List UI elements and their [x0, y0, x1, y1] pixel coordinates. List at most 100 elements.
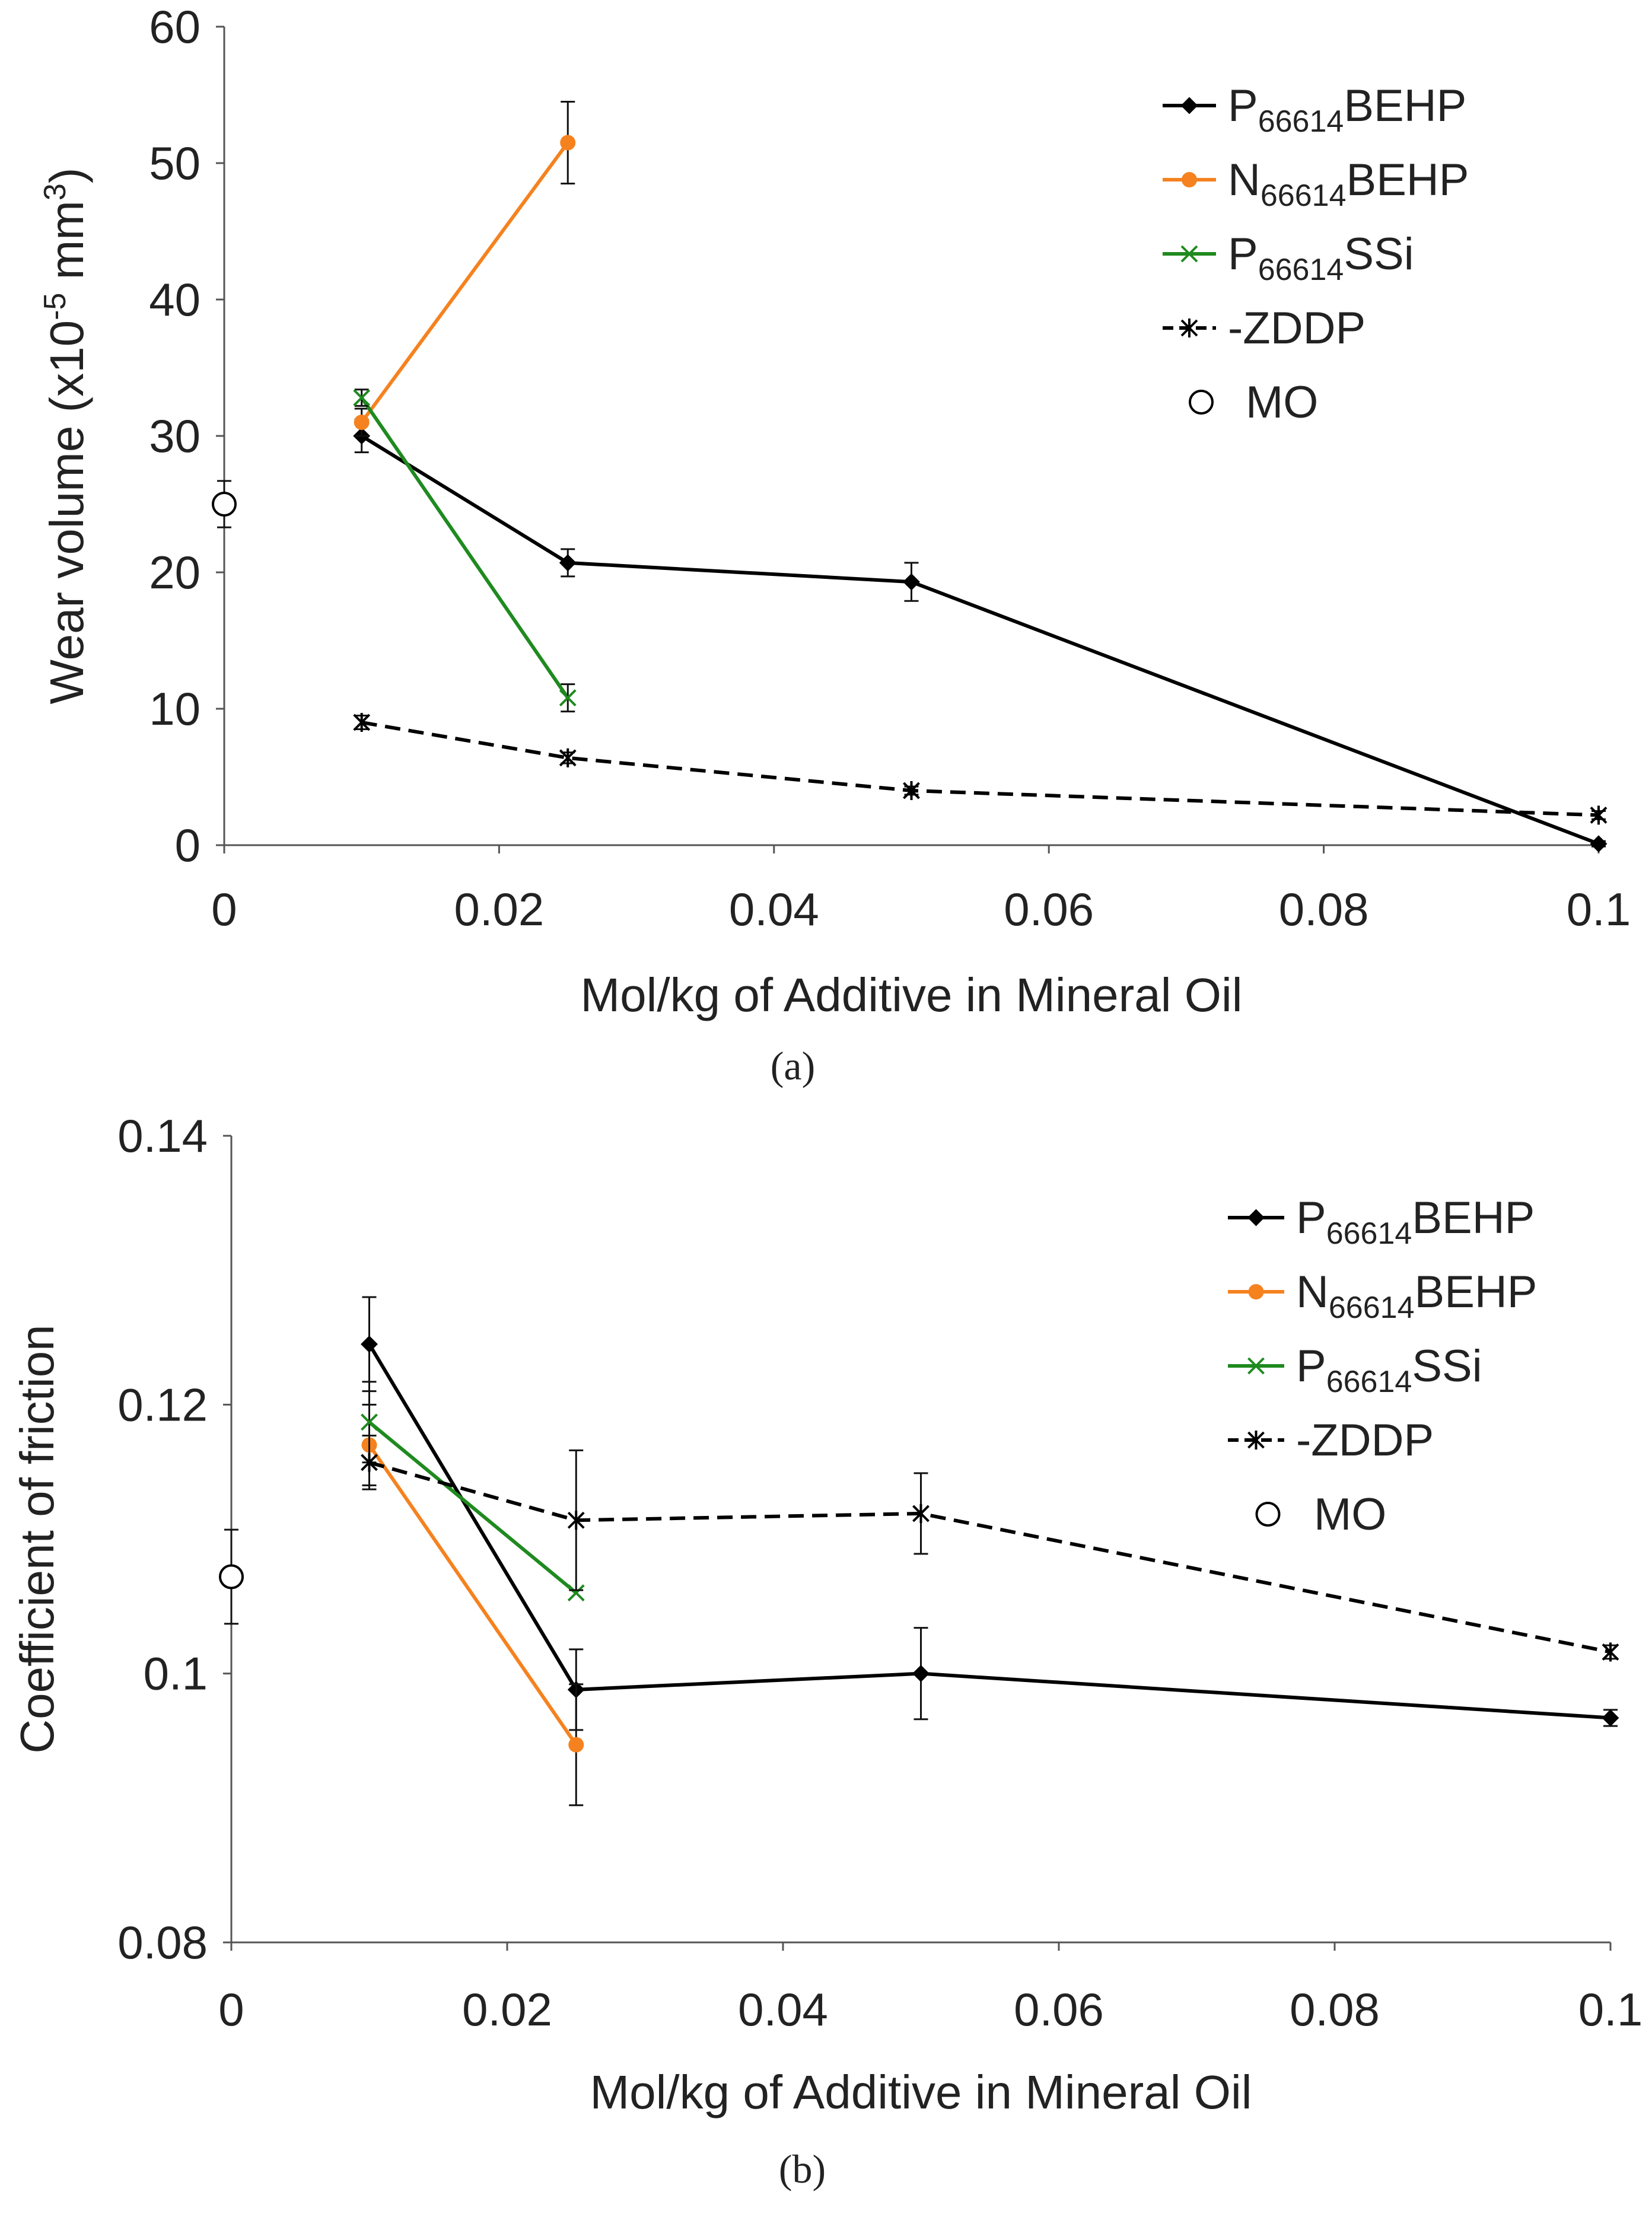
legend-label: P66614BEHP [1228, 81, 1466, 139]
data-point-n66614behp [560, 135, 576, 151]
panel-label: (b) [779, 2146, 826, 2191]
x-tick-label: 0.06 [1004, 883, 1094, 935]
legend-label: P66614BEHP [1296, 1193, 1535, 1251]
series-line-p66614behp [361, 434, 1600, 846]
legend-label: -ZDDP [1296, 1415, 1434, 1466]
x-tick-label: 0.08 [1290, 1983, 1380, 2036]
data-point-p66614behp [1590, 835, 1608, 853]
x-tick-label: 0.1 [1578, 1983, 1643, 2036]
y-tick-label: 10 [149, 683, 200, 735]
legend-label: P66614SSi [1296, 1341, 1482, 1399]
y-axis-title: Coefficient of friction [11, 1324, 63, 1753]
data-point-zddp [912, 1504, 930, 1523]
x-tick-label: 0.04 [729, 883, 819, 935]
series-n66614behp [361, 1403, 584, 1807]
legend-marker [1180, 245, 1198, 263]
legend-marker [1189, 390, 1214, 415]
y-tick-label: 50 [149, 137, 200, 189]
y-tick-label: 0.12 [117, 1378, 208, 1431]
data-point-p66614behp [903, 573, 920, 591]
x-tick-label: 0.08 [1279, 883, 1369, 935]
x-tick-label: 0 [211, 883, 237, 935]
legend-item-zddp: -ZDDP [1228, 1415, 1434, 1466]
legend-item-p66614behp: P66614BEHP [1228, 1193, 1535, 1251]
panel-label: (a) [771, 1043, 815, 1088]
y-tick-label: 0.08 [117, 1916, 208, 1968]
series-zddp [361, 1434, 1619, 1662]
legend-marker [1182, 172, 1197, 187]
x-tick-label: 0 [218, 1983, 244, 2036]
data-point-p66614ssi [361, 1413, 378, 1431]
y-tick-label: 0.1 [144, 1648, 208, 1700]
legend-marker [1247, 1431, 1265, 1450]
x-tick-label: 0.06 [1014, 1983, 1104, 2036]
x-tick-label: 0.1 [1567, 883, 1631, 935]
legend-label: N66614BEHP [1228, 155, 1469, 213]
data-point-mo [219, 1564, 244, 1590]
legend-label: -ZDDP [1228, 303, 1365, 353]
data-point-n66614behp [354, 415, 370, 430]
x-tick-label: 0.04 [738, 1983, 828, 2036]
legend-item-p66614ssi: P66614SSi [1228, 1341, 1482, 1399]
data-point-p66614ssi [559, 689, 577, 707]
x-axis-title: Mol/kg of Additive in Mineral Oil [580, 969, 1242, 1021]
legend-label: MO [1314, 1489, 1386, 1540]
legend-marker [1255, 1502, 1281, 1527]
data-point-p66614ssi [353, 389, 371, 407]
series-line-n66614behp [360, 141, 569, 423]
data-point-zddp [1590, 805, 1608, 825]
x-tick-label: 0.02 [454, 883, 544, 935]
legend: P66614BEHP N66614BEHP P66614SSi -ZDDP MO [1163, 81, 1469, 428]
data-point-zddp [353, 713, 371, 732]
y-tick-label: 40 [149, 273, 200, 326]
series-p66614ssi [353, 388, 577, 713]
data-point-p66614behp [361, 1335, 378, 1353]
chart-panel-a: 0 10 20 30 40 50 60 0 0.02 0.04 0.06 0.08 0.1 Mol/kg … [38, 1, 1631, 1088]
legend-label: N66614BEHP [1296, 1267, 1537, 1325]
legend-label: MO [1246, 377, 1318, 428]
data-point-mo [212, 492, 237, 517]
chart-panel-b: 0.08 0.1 0.12 0.14 0 0.02 0.04 0.06 0.08 0.1 Mol/k… [11, 1110, 1643, 2191]
y-tick-label: 0 [175, 819, 200, 871]
series-zddp [353, 713, 1608, 825]
y-tick-label: 60 [149, 1, 200, 53]
legend-marker [1247, 1357, 1265, 1375]
legend-item-p66614behp: P66614BEHP [1163, 81, 1466, 139]
y-tick-label: 0.14 [117, 1110, 208, 1162]
legend-item-n66614behp: N66614BEHP [1228, 1267, 1537, 1325]
data-point-zddp [559, 748, 577, 767]
data-point-zddp [1602, 1642, 1619, 1662]
legend-item-mo: MO [1189, 377, 1318, 428]
series-line-p66614ssi [360, 396, 569, 699]
x-tick-label: 0.02 [462, 1983, 552, 2036]
series-line-n66614behp [368, 1444, 578, 1746]
legend-marker [1180, 97, 1198, 114]
series-line-p66614behp [367, 1343, 1611, 1720]
data-point-p66614behp [1602, 1709, 1619, 1727]
series-line-p66614ssi [368, 1420, 578, 1594]
legend-item-n66614behp: N66614BEHP [1163, 155, 1469, 213]
legend-item-zddp: -ZDDP [1163, 303, 1365, 353]
series-line-zddp [368, 1460, 1611, 1654]
series-n66614behp [354, 101, 576, 437]
data-point-p66614behp [559, 554, 577, 572]
y-tick-label: 30 [149, 410, 200, 462]
series-mo [219, 1528, 244, 1625]
data-point-p66614ssi [567, 1584, 585, 1602]
x-axis-title: Mol/kg of Additive in Mineral Oil [590, 2066, 1252, 2119]
series-p66614ssi [361, 1381, 585, 1602]
y-axis-title: Wear volume (x10-5 mm3) [38, 168, 93, 705]
series-mo [212, 480, 237, 528]
legend-marker [1248, 1284, 1264, 1299]
legend-marker [1247, 1209, 1265, 1227]
data-point-zddp [361, 1452, 378, 1472]
legend-item-p66614ssi: P66614SSi [1163, 229, 1414, 287]
data-point-n66614behp [568, 1737, 584, 1753]
data-point-zddp [567, 1511, 585, 1530]
y-tick-label: 20 [149, 546, 200, 598]
legend: P66614BEHP N66614BEHP P66614SSi -ZDDP MO [1228, 1193, 1537, 1540]
series-p66614behp [353, 418, 1608, 853]
legend-label: P66614SSi [1228, 229, 1414, 287]
data-point-p66614behp [912, 1665, 930, 1683]
